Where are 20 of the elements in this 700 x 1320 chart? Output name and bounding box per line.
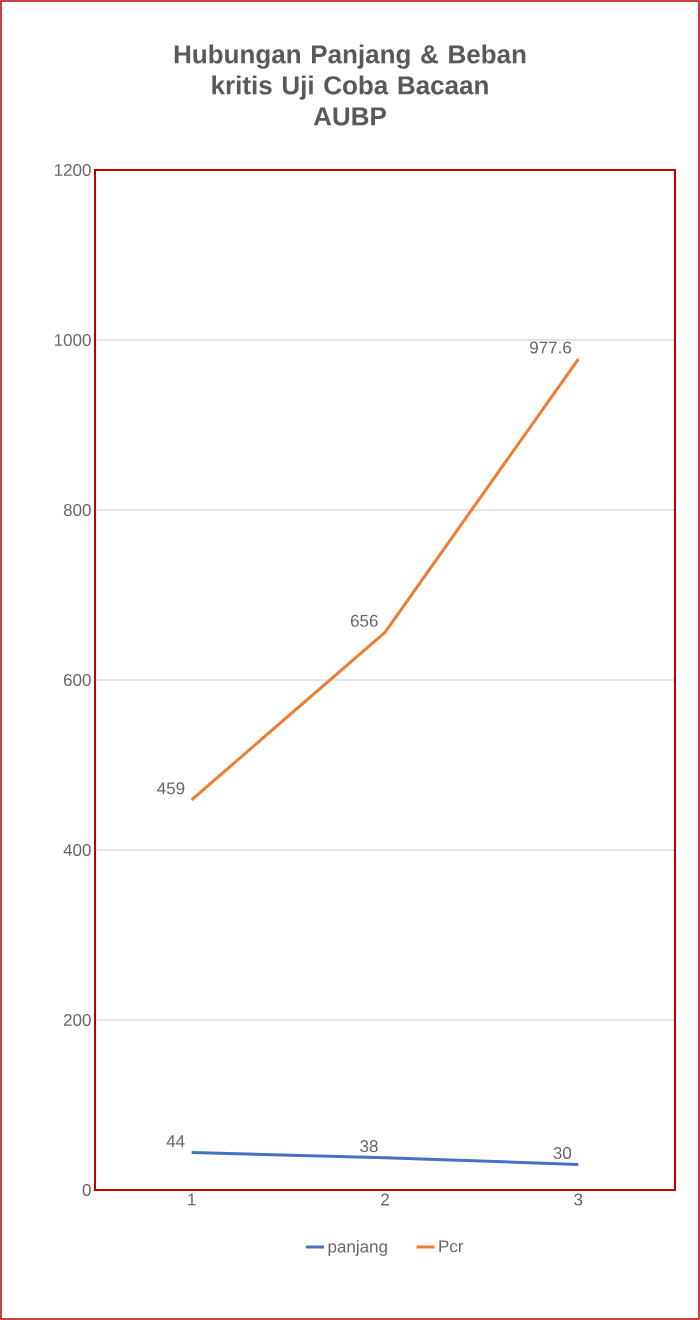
chart-title: Hubungan Panjang & Beban kritis Uji Coba Bacaan [174, 44, 526, 100]
y-tick-label: 800 [63, 503, 91, 517]
data-label: 656 [350, 614, 378, 627]
data-label: 977.6 [530, 341, 572, 354]
y-tick-label: 1000 [54, 333, 91, 347]
chart-subtitle: AUBP [313, 107, 386, 126]
legend-label: Pcr [439, 1240, 464, 1253]
y-tick-label: 400 [63, 843, 91, 857]
x-tick-label: 1 [188, 1193, 196, 1206]
y-tick-label: 200 [63, 1013, 91, 1027]
data-label: 459 [157, 782, 185, 795]
data-label: 44 [166, 1135, 185, 1148]
x-tick-label: 3 [574, 1193, 583, 1206]
y-tick-label: 0 [82, 1183, 91, 1197]
y-tick-label: 600 [63, 673, 91, 687]
legend-label: panjang [328, 1240, 387, 1256]
y-tick-label: 1200 [54, 163, 91, 177]
data-label: 38 [360, 1140, 378, 1153]
data-label: 30 [553, 1146, 572, 1159]
x-tick-label: 2 [381, 1193, 389, 1206]
